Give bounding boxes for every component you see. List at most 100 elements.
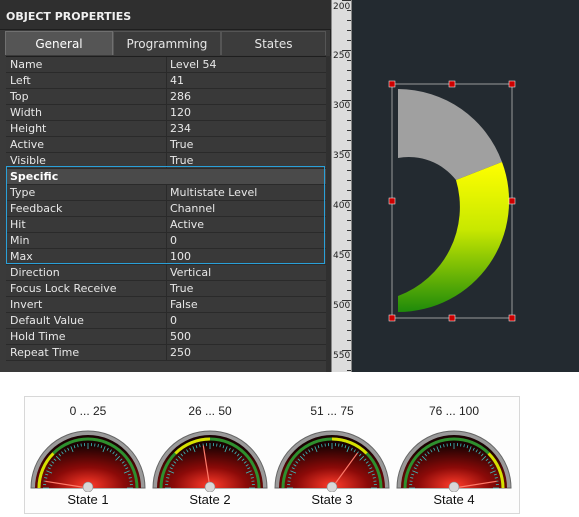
- property-row-height[interactable]: Height 234: [6, 121, 326, 137]
- property-row-active[interactable]: Active True: [6, 137, 326, 153]
- property-value[interactable]: Vertical: [170, 266, 212, 279]
- property-row-width[interactable]: Width 120: [6, 105, 326, 121]
- gauge-tick: [199, 444, 201, 448]
- property-row-feedback[interactable]: Feedback Channel: [6, 201, 326, 217]
- gauge-tick: [472, 447, 475, 451]
- property-row-min[interactable]: Min 0: [6, 233, 326, 249]
- resize-handle[interactable]: [508, 197, 516, 205]
- ruler-tick: [347, 20, 351, 21]
- property-row-focus-lock-receive[interactable]: Focus Lock Receive True: [6, 281, 326, 297]
- property-value[interactable]: 0: [170, 314, 177, 327]
- ruler-tick: [347, 310, 351, 311]
- property-value[interactable]: 0: [170, 234, 177, 247]
- column-divider: [166, 57, 167, 73]
- resize-handle[interactable]: [508, 80, 516, 88]
- property-value[interactable]: 286: [170, 90, 191, 103]
- column-divider: [166, 281, 167, 297]
- gauge-tick: [183, 451, 186, 455]
- property-value[interactable]: 120: [170, 106, 191, 119]
- property-value[interactable]: 234: [170, 122, 191, 135]
- property-name: Repeat Time: [10, 346, 80, 359]
- resize-handle[interactable]: [388, 80, 396, 88]
- property-row-hit[interactable]: Hit Active: [6, 217, 326, 233]
- property-value[interactable]: True: [170, 282, 194, 295]
- ruler-label: 300: [333, 101, 351, 111]
- state-range-label: 0 ... 25: [69, 404, 107, 418]
- tab-general[interactable]: General: [5, 31, 113, 55]
- ruler-tick: [347, 360, 351, 361]
- property-row-top[interactable]: Top 286: [6, 89, 326, 105]
- gauge-tick: [365, 461, 369, 464]
- gauge-tick: [305, 451, 308, 455]
- gauge-tick: [189, 447, 192, 451]
- gauge-tick: [489, 470, 496, 474]
- resize-handle[interactable]: [508, 314, 516, 322]
- gauge-icon: [396, 430, 512, 492]
- property-row-left[interactable]: Left 41: [6, 73, 326, 89]
- resize-handle[interactable]: [448, 314, 456, 322]
- gauge-tick: [311, 447, 314, 451]
- state-range-label: 76 ... 100: [428, 404, 480, 418]
- property-row-direction[interactable]: Direction Vertical: [6, 265, 326, 281]
- property-value[interactable]: Active: [170, 218, 205, 231]
- property-value[interactable]: Channel: [170, 202, 216, 215]
- section-header-label: Specific: [10, 170, 59, 183]
- ruler-tick: [347, 240, 351, 241]
- property-row-visible[interactable]: Visible True: [6, 153, 326, 169]
- gauge-active-segment: [174, 437, 211, 455]
- gauge-tick: [288, 477, 292, 479]
- gauge-tick: [168, 470, 175, 474]
- state-preview: 26 ... 50 State 2: [148, 400, 272, 512]
- resize-handle[interactable]: [448, 80, 456, 88]
- gauge-tick: [73, 445, 76, 449]
- property-value[interactable]: 500: [170, 330, 191, 343]
- ruler-tick: [347, 330, 351, 331]
- property-value[interactable]: True: [170, 138, 194, 151]
- ruler-tick: [347, 130, 351, 131]
- design-canvas[interactable]: [352, 0, 579, 372]
- gauge-tick: [430, 449, 433, 453]
- gauge-tick: [424, 453, 428, 457]
- vertical-ruler: 200 250 300 350 400 450 500 550: [331, 0, 352, 372]
- property-grid-scrollbar[interactable]: [326, 56, 331, 372]
- gauge-active-segment: [331, 437, 368, 455]
- property-row-repeat-time[interactable]: Repeat Time 250: [6, 345, 326, 361]
- property-row-default-value[interactable]: Default Value 0: [6, 313, 326, 329]
- property-row-invert[interactable]: Invert False: [6, 297, 326, 313]
- ruler-tick: [347, 160, 351, 161]
- ruler-tick: [347, 320, 351, 321]
- gauge-tick: [487, 461, 491, 464]
- property-value[interactable]: False: [170, 298, 198, 311]
- property-grid: Name Level 54 Left 41 Top 286 Width 120 Heig…: [6, 56, 326, 361]
- tab-states[interactable]: States: [221, 31, 326, 55]
- state-preview: 0 ... 25 State 1: [26, 400, 150, 512]
- property-value[interactable]: 250: [170, 346, 191, 359]
- property-value[interactable]: 41: [170, 74, 184, 87]
- state-range-label: 26 ... 50: [188, 404, 232, 418]
- gauge-tick: [127, 473, 131, 476]
- tab-programming[interactable]: Programming: [113, 31, 221, 55]
- resize-handle[interactable]: [388, 197, 396, 205]
- property-name: Name: [10, 58, 43, 71]
- gauge-tick: [45, 473, 49, 476]
- property-row-hold-time[interactable]: Hold Time 500: [6, 329, 326, 345]
- property-name: Direction: [10, 266, 60, 279]
- ruler-tick: [347, 180, 351, 181]
- section-header-specific[interactable]: Specific: [6, 169, 326, 185]
- property-value[interactable]: 100: [170, 250, 191, 263]
- property-row-max[interactable]: Max 100: [6, 249, 326, 265]
- gauge-tick: [224, 446, 228, 453]
- resize-handle[interactable]: [388, 314, 396, 322]
- property-row-type[interactable]: Type Multistate Level: [6, 185, 326, 201]
- gauge-tick: [112, 451, 115, 455]
- gauge-tick: [491, 467, 495, 470]
- property-row-name[interactable]: Name Level 54: [6, 57, 326, 73]
- gauge-tick: [358, 453, 362, 457]
- gauge-needle: [453, 480, 497, 489]
- gauge-tick: [237, 455, 243, 461]
- property-value[interactable]: True: [170, 154, 194, 167]
- property-value[interactable]: Level 54: [170, 58, 217, 71]
- property-name: Type: [10, 186, 36, 199]
- property-value[interactable]: Multistate Level: [170, 186, 258, 199]
- ruler-tick: [347, 230, 351, 231]
